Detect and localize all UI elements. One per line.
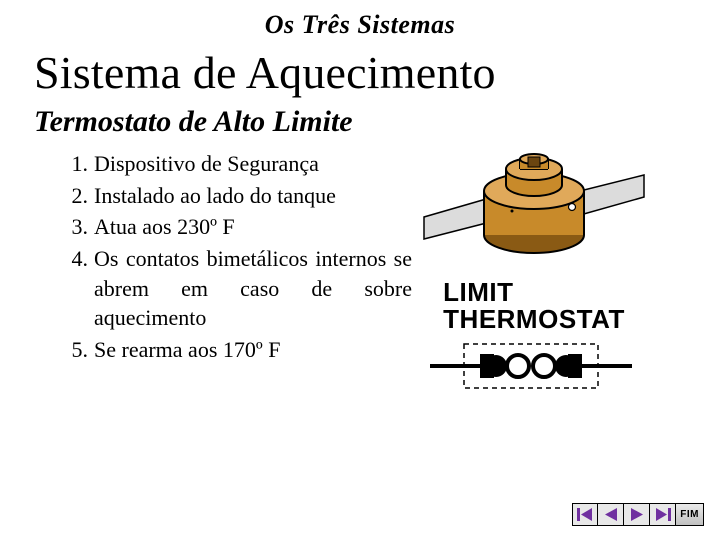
nav-next-icon	[630, 508, 644, 521]
figure-caption-line2: THERMOSTAT	[443, 306, 625, 333]
content-row: Dispositivo de Segurança Instalado ao la…	[34, 149, 686, 396]
figure-caption: LIMIT THERMOSTAT	[443, 279, 625, 334]
bullet-column: Dispositivo de Segurança Instalado ao la…	[34, 149, 412, 367]
nav-prev-icon	[604, 508, 618, 521]
figure-caption-line1: LIMIT	[443, 279, 625, 306]
supertitle: Os Três Sistemas	[34, 10, 686, 40]
nav-last-button[interactable]	[650, 503, 676, 526]
nav-end-button[interactable]: FIM	[676, 503, 704, 526]
nav-prev-button[interactable]	[598, 503, 624, 526]
slide-root: Os Três Sistemas Sistema de Aquecimento …	[0, 0, 720, 540]
title: Sistema de Aquecimento	[34, 46, 686, 99]
nav-first-icon	[577, 508, 593, 521]
list-item: Se rearma aos 170º F	[64, 335, 412, 365]
nav-bar: FIM	[572, 503, 704, 526]
nav-next-button[interactable]	[624, 503, 650, 526]
subtitle: Termostato de Alto Limite	[34, 105, 686, 139]
bullet-list: Dispositivo de Segurança Instalado ao la…	[64, 149, 412, 365]
list-item: Dispositivo de Segurança	[64, 149, 412, 179]
nav-first-button[interactable]	[572, 503, 598, 526]
figure-column: LIMIT THERMOSTAT	[416, 145, 652, 396]
thermostat-symbol	[426, 340, 636, 396]
list-item: Os contatos bimetálicos internos se abre…	[64, 244, 412, 333]
list-item: Atua aos 230º F	[64, 212, 412, 242]
nav-last-icon	[655, 508, 671, 521]
list-item: Instalado ao lado do tanque	[64, 181, 412, 211]
nav-end-label: FIM	[680, 509, 699, 520]
thermostat-figure	[416, 145, 652, 275]
